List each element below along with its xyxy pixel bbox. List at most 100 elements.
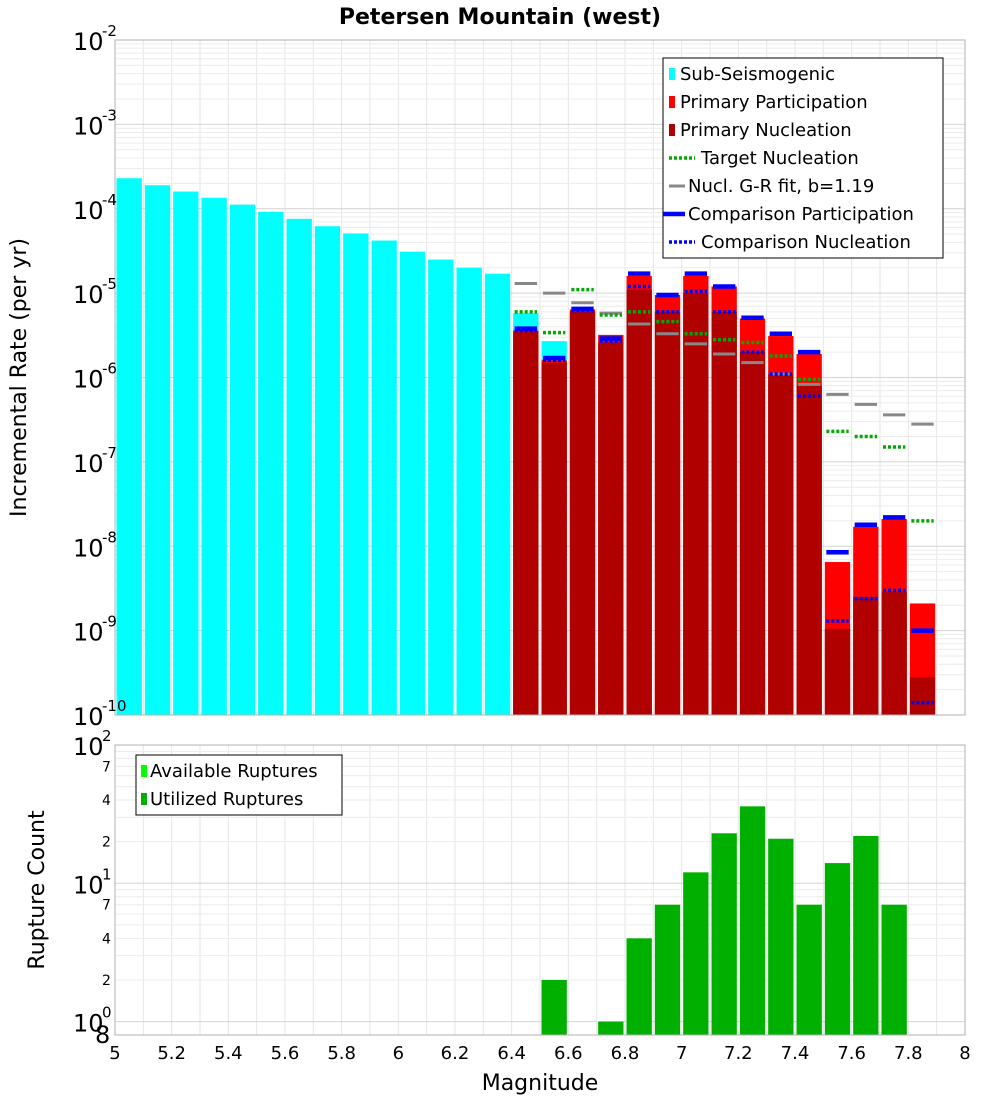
x-tick-label: 5.4 bbox=[214, 1043, 243, 1064]
primary-nucleation-bar bbox=[513, 331, 539, 715]
legend-box bbox=[135, 754, 343, 816]
sub-seismogenic-bar bbox=[286, 218, 312, 716]
primary-nucleation-bar bbox=[739, 352, 766, 715]
x-tick-label: 6.2 bbox=[441, 1043, 470, 1064]
legend-swatch bbox=[669, 124, 675, 136]
y-tick-label: 10-9 bbox=[73, 613, 117, 647]
y-minor-tick-label: 4 bbox=[102, 931, 111, 947]
legend-label: Comparison Nucleation bbox=[701, 232, 911, 253]
utilized-ruptures-bar bbox=[824, 863, 851, 1035]
y-tick-base: 10 bbox=[73, 733, 104, 761]
top-legend: Sub-Seismogenic Primary Participation Prim… bbox=[662, 57, 944, 259]
primary-nucleation-bar bbox=[881, 591, 907, 715]
y-minor-tick-label: 8 bbox=[95, 1021, 110, 1049]
x-tick-label: 6.6 bbox=[554, 1043, 583, 1064]
utilized-ruptures-bar bbox=[881, 904, 907, 1035]
y-tick-base: 10 bbox=[73, 366, 104, 394]
x-tick-label: 6 bbox=[393, 1043, 404, 1064]
x-tick-label: 7.8 bbox=[894, 1043, 923, 1064]
sub-seismogenic-bar bbox=[343, 233, 369, 715]
legend-box bbox=[662, 57, 944, 259]
legend-swatch bbox=[669, 68, 675, 80]
y-minor-tick-label: 2 bbox=[102, 835, 111, 851]
legend-label: Comparison Participation bbox=[688, 204, 914, 225]
y-tick-exponent: 0 bbox=[102, 1004, 112, 1022]
sub-seismogenic-bar bbox=[116, 178, 142, 715]
top-markers bbox=[514, 271, 934, 705]
y-tick-base: 10 bbox=[73, 703, 104, 731]
utilized-ruptures-bar bbox=[598, 1021, 624, 1035]
x-tick-label: 6.8 bbox=[611, 1043, 640, 1064]
legend-item: Comparison Participation bbox=[663, 204, 914, 225]
y-tick-exponent: -2 bbox=[102, 22, 117, 40]
legend-label: Available Ruptures bbox=[150, 761, 318, 782]
primary-nucleation-bar bbox=[626, 289, 652, 715]
sub-seismogenic-bar bbox=[314, 226, 341, 715]
top-bars bbox=[116, 178, 936, 716]
legend-swatch bbox=[141, 765, 147, 777]
sub-seismogenic-bar bbox=[484, 273, 511, 715]
legend-label: Utilized Ruptures bbox=[150, 789, 303, 810]
top-grid bbox=[114, 40, 966, 716]
bottom-plot-border bbox=[114, 744, 966, 1036]
x-tick-labels: 5 5.2 5.4 5.6 5.8 6 6.2 6.4 6.6 6.8 7 7.2 7.4 7.6 7.8 8 bbox=[109, 1043, 970, 1064]
primary-nucleation-bar bbox=[598, 342, 624, 715]
x-tick-label: 5.6 bbox=[271, 1043, 300, 1064]
y-tick-base: 10 bbox=[73, 28, 104, 56]
y-tick-exponent: -3 bbox=[102, 106, 117, 124]
y-tick-label: 102 bbox=[73, 727, 112, 761]
y-tick-label: 10-4 bbox=[73, 191, 117, 225]
legend-item: Sub-Seismogenic bbox=[669, 64, 835, 85]
primary-nucleation-bar bbox=[711, 311, 737, 715]
top-panel: 10-1010-910-810-710-610-510-410-310-2Sub… bbox=[73, 22, 966, 731]
y-tick-label: 10-2 bbox=[73, 22, 117, 56]
y-tick-base: 10 bbox=[73, 871, 104, 899]
legend-item: Nucl. G-R fit, b=1.19 bbox=[669, 176, 874, 197]
utilized-ruptures-bar bbox=[768, 838, 794, 1035]
y-minor-tick-label: 7 bbox=[102, 759, 111, 775]
sub-seismogenic-bar bbox=[258, 211, 284, 715]
y-tick-base: 10 bbox=[73, 112, 104, 140]
sub-seismogenic-bar bbox=[399, 251, 426, 715]
y-tick-exponent: -10 bbox=[102, 697, 127, 715]
sub-seismogenic-bar bbox=[201, 197, 227, 716]
utilized-ruptures-bar bbox=[541, 979, 567, 1035]
utilized-ruptures-bar bbox=[711, 833, 737, 1035]
primary-nucleation-bar bbox=[853, 597, 879, 715]
x-tick-label: 7.2 bbox=[724, 1043, 753, 1064]
y-tick-exponent: -4 bbox=[102, 191, 117, 209]
y-tick-exponent: -5 bbox=[102, 275, 117, 293]
utilized-ruptures-bar bbox=[683, 872, 709, 1035]
y-minor-tick-label: 7 bbox=[102, 898, 111, 914]
utilized-ruptures-bar bbox=[739, 806, 766, 1035]
legend-item: Target Nucleation bbox=[669, 148, 859, 169]
primary-nucleation-bar bbox=[654, 311, 681, 715]
sub-seismogenic-bar bbox=[144, 185, 171, 715]
y-tick-base: 10 bbox=[73, 281, 104, 309]
x-tick-label: 7 bbox=[676, 1043, 687, 1064]
legend-label: Target Nucleation bbox=[700, 148, 859, 169]
y-tick-base: 10 bbox=[73, 197, 104, 225]
y-tick-label: 10-5 bbox=[73, 275, 117, 309]
y-tick-base: 10 bbox=[73, 534, 104, 562]
sub-seismogenic-bar bbox=[456, 267, 482, 715]
y-tick-base: 10 bbox=[73, 450, 104, 478]
utilized-ruptures-bar bbox=[853, 835, 879, 1035]
top-plot-border bbox=[114, 39, 966, 716]
primary-nucleation-bar bbox=[909, 677, 936, 715]
sub-seismogenic-bar bbox=[229, 204, 256, 715]
x-tick-label: 5 bbox=[109, 1043, 120, 1064]
y-tick-exponent: -6 bbox=[102, 360, 117, 378]
x-tick-label: 8 bbox=[959, 1043, 970, 1064]
bottom-legend: Available Ruptures Utilized Ruptures bbox=[135, 754, 343, 816]
y-minor-tick-label: 2 bbox=[102, 973, 111, 989]
x-tick-label: 5.2 bbox=[157, 1043, 186, 1064]
legend-item: Comparison Nucleation bbox=[669, 232, 911, 253]
y-tick-label: 10-3 bbox=[73, 106, 117, 140]
legend-swatch bbox=[669, 96, 675, 108]
y-tick-label: 10-6 bbox=[73, 360, 117, 394]
bottom-y-axis-label: Rupture Count bbox=[25, 810, 50, 970]
x-tick-label: 7.4 bbox=[781, 1043, 810, 1064]
sub-seismogenic-bar bbox=[173, 191, 199, 716]
